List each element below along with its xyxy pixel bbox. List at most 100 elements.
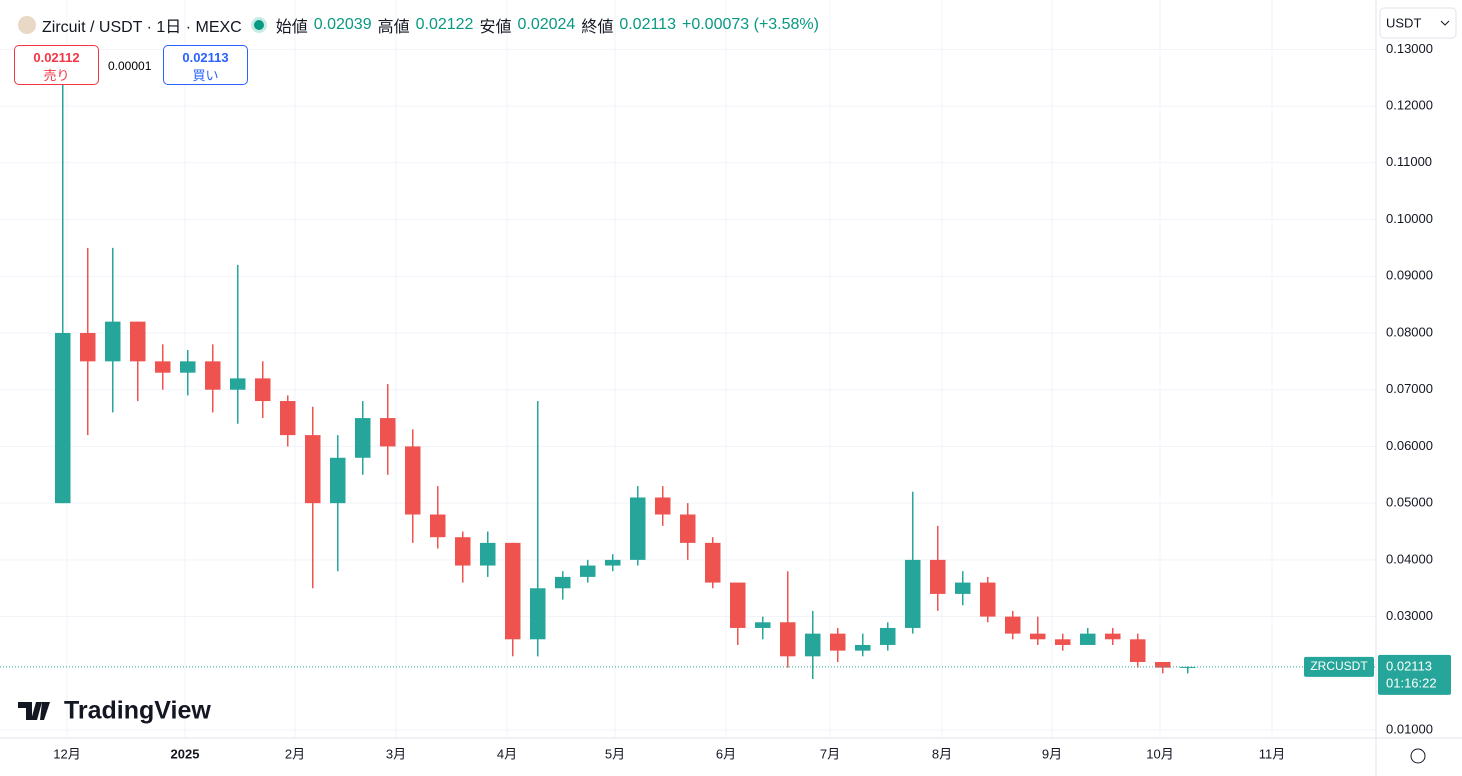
countdown: 01:16:22 <box>1386 675 1437 690</box>
candle-body <box>480 542 496 566</box>
price-tag <box>1378 654 1451 695</box>
candle-body <box>930 559 946 594</box>
candle-body <box>755 622 771 628</box>
y-tick-label: 0.05000 <box>1386 495 1433 510</box>
candle-body <box>1055 639 1071 645</box>
candle-body <box>155 361 171 373</box>
x-tick-label: 12月 <box>53 746 80 761</box>
high-label: 高値 <box>377 19 410 36</box>
x-tick-label: 4月 <box>497 746 517 761</box>
close: 0.02113 <box>619 16 676 33</box>
candle-body <box>680 514 696 543</box>
candle-body <box>455 537 471 566</box>
high: 0.02122 <box>415 16 474 33</box>
candle-body <box>305 435 321 504</box>
y-tick-label: 0.10000 <box>1386 211 1433 226</box>
market-status <box>253 20 264 30</box>
candle-body <box>730 582 746 628</box>
settings-icon[interactable] <box>1410 748 1426 764</box>
plot <box>0 0 1376 738</box>
candle-body <box>105 321 121 362</box>
x-tick-label: 9月 <box>1042 746 1062 761</box>
x-tick-label: 11月 <box>1259 746 1286 761</box>
candle-body <box>380 418 396 447</box>
candle-body <box>980 582 996 617</box>
x-tick-label: 8月 <box>932 746 952 761</box>
candle-body <box>905 559 921 628</box>
candle-body <box>530 588 546 640</box>
candle-body <box>705 542 721 583</box>
candle-body <box>1030 633 1046 640</box>
sell-label: 売り <box>43 68 70 83</box>
x-tick-label: 7月 <box>820 746 840 761</box>
y-tick-label: 0.07000 <box>1386 381 1433 396</box>
symbol-tag <box>1304 656 1374 677</box>
symbol-label: ZRCUSDT <box>1310 659 1368 673</box>
y-tick-label: 0.06000 <box>1386 438 1433 453</box>
currency: USDT <box>1386 15 1421 30</box>
candle-body <box>555 576 571 589</box>
candle-body <box>630 497 646 560</box>
legend: Zircuit / USDT · 1日 · MEXC 始値 0.02039 高値 0… <box>18 13 819 37</box>
candle-body <box>1130 639 1146 662</box>
x-tick-label: 2月 <box>285 746 305 761</box>
candle-body <box>955 582 971 594</box>
candle-body <box>1105 633 1121 640</box>
logo-text: TradingView <box>64 697 211 725</box>
candle-body <box>205 361 221 390</box>
candle-body <box>780 622 796 657</box>
candle-body <box>80 332 96 362</box>
buy-button[interactable]: 0.02113 買い <box>163 45 248 85</box>
sell-price: 0.02112 <box>33 50 80 65</box>
last-price: 0.02113 <box>1386 658 1432 673</box>
candle-body <box>430 514 446 538</box>
y-tick-label: 0.08000 <box>1386 324 1433 339</box>
x-tick-label: 3月 <box>386 746 406 761</box>
candle-body <box>255 378 271 402</box>
candle-body <box>880 627 896 645</box>
dropdown-arrow <box>1440 20 1450 26</box>
symbol-title: Zircuit / USDT · 1日 · MEXC <box>42 19 242 36</box>
close-label: 終値 <box>581 19 614 36</box>
candle-body <box>805 633 821 657</box>
candle-body <box>1080 633 1096 645</box>
open: 0.02039 <box>313 16 372 33</box>
low-label: 安値 <box>479 19 512 36</box>
change: +0.00073 (+3.58%) <box>681 16 819 33</box>
x-tick-label: 6月 <box>716 746 736 761</box>
candle-body <box>180 361 196 373</box>
candle-body <box>505 542 521 640</box>
candle-body <box>580 565 596 577</box>
candle-body <box>280 401 296 436</box>
candle-body <box>655 497 671 515</box>
buy-price: 0.02113 <box>182 50 229 65</box>
candle-body <box>1155 661 1171 668</box>
candle-body <box>830 633 846 651</box>
candle-body <box>130 321 146 362</box>
candle-body <box>1180 666 1196 668</box>
y-tick-label: 0.13000 <box>1386 41 1433 56</box>
candle-body <box>355 418 371 458</box>
spread: 0.00001 <box>108 59 152 73</box>
low: 0.02024 <box>517 16 576 33</box>
currency-button[interactable] <box>1379 7 1457 39</box>
sell-button[interactable]: 0.02112 売り <box>14 45 99 85</box>
coin-icon <box>18 16 36 34</box>
y-tick-label: 0.04000 <box>1386 551 1433 566</box>
candle-body <box>405 446 421 515</box>
candle-body <box>55 332 71 504</box>
y-tick-label: 0.11000 <box>1386 154 1432 169</box>
buy-label: 買い <box>192 68 219 83</box>
open-label: 始値 <box>275 19 308 36</box>
logo: TradingView <box>18 697 211 725</box>
x-tick-label: 10月 <box>1146 746 1173 761</box>
y-tick-label: 0.01000 <box>1386 721 1433 736</box>
candle-body <box>230 378 246 390</box>
y-tick-label: 0.12000 <box>1386 98 1433 113</box>
candle-body <box>330 457 346 504</box>
candle-body <box>855 644 871 651</box>
y-tick-label: 0.03000 <box>1386 608 1433 623</box>
candle-body <box>1005 616 1021 634</box>
